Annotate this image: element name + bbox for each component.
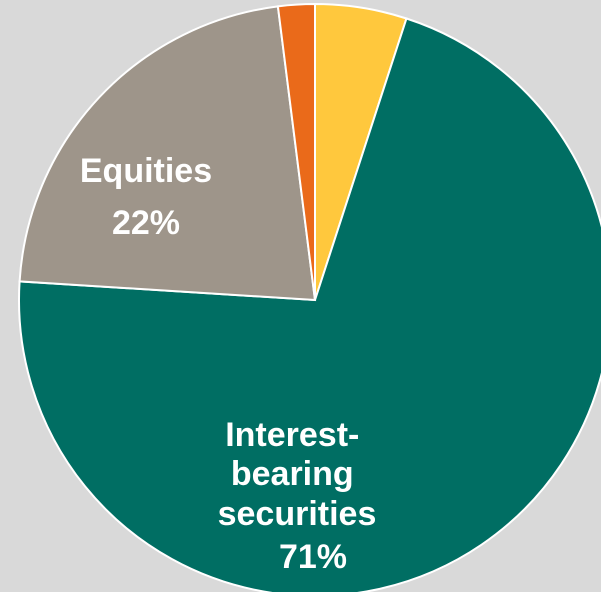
slice-label-interest-bearing-securities: Interest- bearing securities [218,416,377,533]
label-interest-bearing-securities: Interest- bearing securities 71% [218,416,377,576]
slice-equities [18,5,317,302]
pie-slices [18,2,601,592]
slice-value-interest-bearing-securities: 71% [279,538,347,576]
slice-label-equities: Equities [80,152,212,190]
slice-value-equities: 22% [112,204,180,242]
label-equities: Equities 22% [80,152,212,242]
slice-other-orange [276,2,316,301]
slice-interest-bearing-securities [18,17,601,592]
